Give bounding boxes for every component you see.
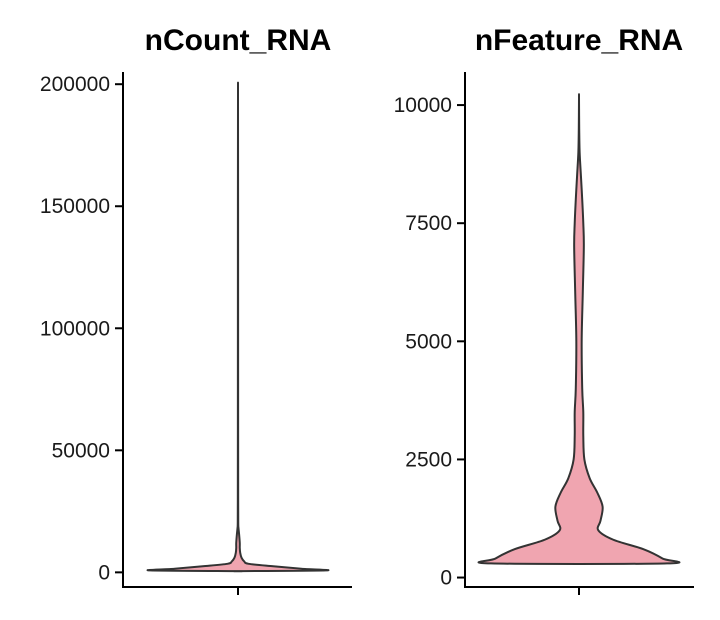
y-tick-label: 7500 bbox=[405, 212, 452, 235]
y-tick-label: 2500 bbox=[405, 448, 452, 471]
panel-ncount-rna: nCount_RNA 0 50000 100000 150000 200000 bbox=[40, 24, 352, 595]
y-tick-label: 0 bbox=[440, 567, 452, 590]
y-tick-label: 150000 bbox=[40, 195, 110, 218]
panel-title-ncount-rna: nCount_RNA bbox=[145, 24, 332, 57]
y-tick-label: 100000 bbox=[40, 317, 110, 340]
y-axis-ticks-ncount-rna: 0 50000 100000 150000 200000 bbox=[40, 73, 123, 584]
violin-layer-ncount-rna bbox=[146, 81, 330, 573]
violin-layer-nfeature-rna bbox=[477, 93, 681, 565]
y-tick-label: 0 bbox=[98, 561, 110, 584]
y-tick-label: 50000 bbox=[52, 439, 110, 462]
violin-ncount-rna bbox=[146, 81, 330, 573]
y-tick-label: 10000 bbox=[394, 94, 452, 117]
y-tick-label: 5000 bbox=[405, 330, 452, 353]
violin-nfeature-rna bbox=[477, 93, 681, 565]
y-tick-label: 200000 bbox=[40, 73, 110, 96]
y-axis-ticks-nfeature-rna: 0 2500 5000 7500 10000 bbox=[394, 94, 465, 590]
panel-title-nfeature-rna: nFeature_RNA bbox=[475, 24, 683, 57]
panel-nfeature-rna: nFeature_RNA 0 2500 5000 7500 10000 bbox=[394, 24, 694, 595]
